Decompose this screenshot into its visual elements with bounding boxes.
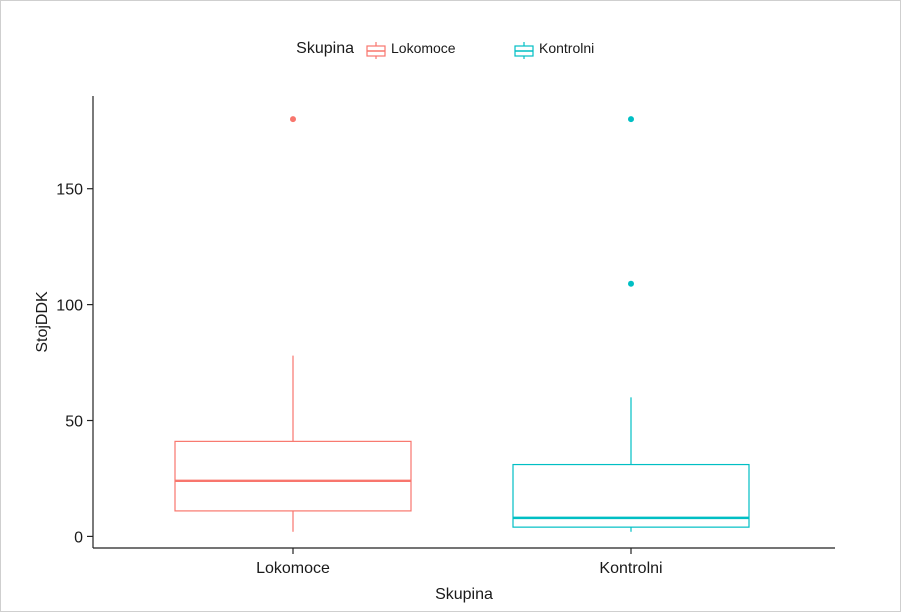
- y-tick-label: 150: [56, 182, 83, 199]
- box-lokomoce: [174, 116, 412, 532]
- boxes: [174, 116, 750, 532]
- outlier-point: [628, 116, 634, 123]
- legend-label-kontrolni: Kontrolni: [539, 40, 594, 56]
- x-tick-label: Kontrolni: [599, 560, 662, 577]
- legend-title: Skupina: [296, 40, 354, 57]
- x-tick-label: Lokomoce: [256, 560, 330, 577]
- outlier-point: [290, 116, 296, 123]
- box-kontrolni: [512, 116, 750, 532]
- y-axis-title: StojDDK: [34, 291, 51, 353]
- x-axis-title: Skupina: [435, 586, 493, 603]
- legend: Skupina Lokomoce Kontrolni: [296, 40, 594, 59]
- iqr-box: [174, 440, 412, 512]
- y-tick-label: 100: [56, 298, 83, 315]
- y-axis-ticks: 0 50 100 150: [56, 182, 93, 546]
- legend-key-lokomoce: [366, 42, 386, 59]
- outlier-point: [628, 280, 634, 287]
- y-tick-label: 50: [65, 414, 83, 431]
- legend-label-lokomoce: Lokomoce: [391, 40, 456, 56]
- x-axis-ticks: Lokomoce Kontrolni: [256, 548, 663, 577]
- y-tick-label: 0: [74, 529, 83, 546]
- legend-key-kontrolni: [514, 42, 534, 59]
